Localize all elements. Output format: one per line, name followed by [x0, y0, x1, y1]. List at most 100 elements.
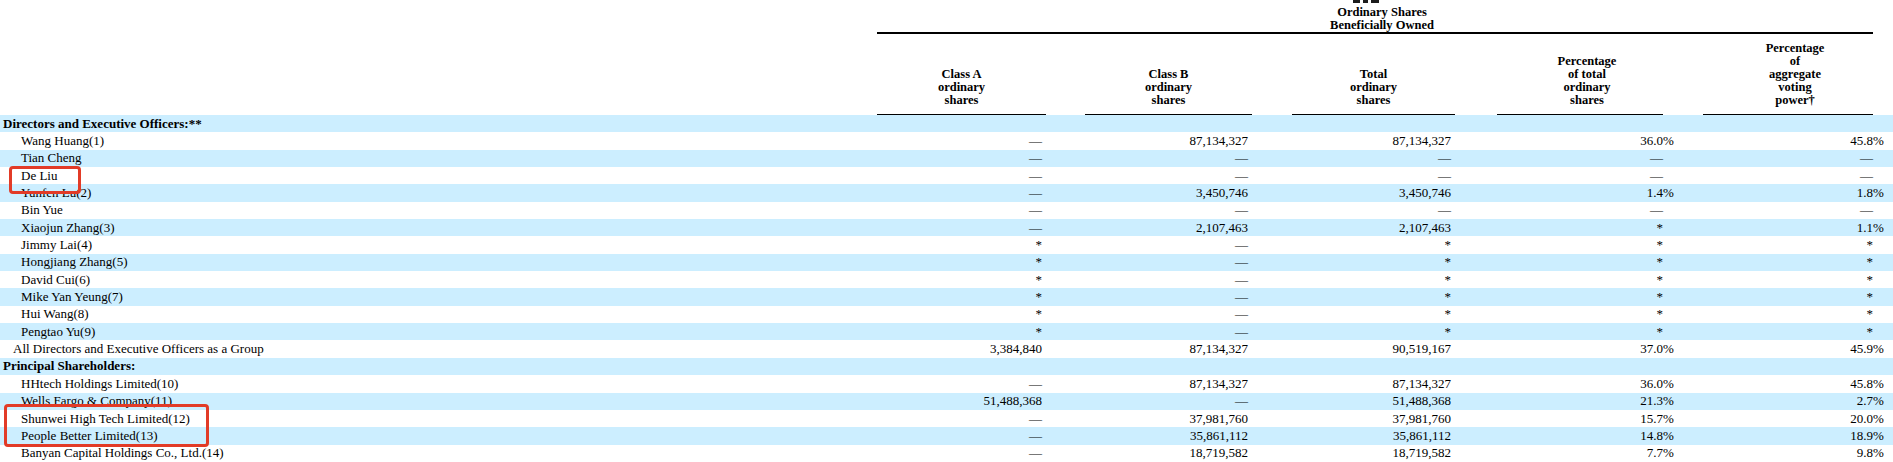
column-gap	[1455, 410, 1497, 427]
right-margin-blank	[1887, 184, 1893, 201]
column-gap	[1252, 306, 1292, 323]
column-gap	[1046, 358, 1085, 375]
column-gap	[1252, 427, 1292, 444]
right-margin-blank	[1887, 0, 1893, 34]
column-gap	[1677, 375, 1703, 392]
pct-total-ordinary-value: *	[1497, 254, 1677, 271]
column-gap	[1455, 202, 1497, 219]
total-shares-value: *	[1292, 323, 1455, 340]
total-shares-value: 90,519,167	[1292, 340, 1455, 357]
pct-total-ordinary-value: —	[1497, 150, 1677, 167]
pct-voting-power-value: *	[1703, 254, 1887, 271]
right-margin-blank	[1887, 323, 1893, 340]
column-gap	[1677, 202, 1703, 219]
pct-total-ordinary-value	[1497, 358, 1677, 375]
right-margin-blank	[1887, 358, 1893, 375]
column-gap	[1046, 219, 1085, 236]
class-a-shares-value: *	[877, 236, 1046, 253]
row-label: Yunfen Lu(2)	[0, 184, 877, 201]
pct-voting-power-value: 1.1%	[1703, 219, 1887, 236]
column-gap	[1046, 375, 1085, 392]
column-gap	[1677, 34, 1703, 115]
column-gap	[1252, 115, 1292, 132]
pct-voting-power-value: *	[1703, 323, 1887, 340]
column-gap	[1677, 184, 1703, 201]
pct-voting-power-value: *	[1703, 236, 1887, 253]
label-column-blank	[0, 0, 877, 34]
column-gap	[1455, 271, 1497, 288]
row-label: David Cui(6)	[0, 271, 877, 288]
cropped-text-artifact	[1353, 0, 1360, 3]
column-gap	[1252, 254, 1292, 271]
table-body: Directors and Executive Officers:** Wang…	[0, 115, 1893, 462]
column-gap	[1455, 219, 1497, 236]
row-label: Banyan Capital Holdings Co., Ltd.(14)	[0, 445, 877, 462]
col-header-pct-total: Percentage of total ordinary shares	[1497, 34, 1677, 115]
total-shares-value: —	[1292, 202, 1455, 219]
class-a-shares-value: —	[877, 375, 1046, 392]
column-gap	[1455, 340, 1497, 357]
total-shares-value: *	[1292, 236, 1455, 253]
column-gap	[1455, 306, 1497, 323]
total-shares-value: 3,450,746	[1292, 184, 1455, 201]
right-margin-blank	[1887, 236, 1893, 253]
cropped-text-artifact	[1363, 0, 1368, 3]
column-gap	[1677, 271, 1703, 288]
class-a-shares-value: 3,384,840	[877, 340, 1046, 357]
column-gap	[1677, 236, 1703, 253]
total-shares-value: 35,861,112	[1292, 427, 1455, 444]
column-gap	[1455, 184, 1497, 201]
column-gap	[1046, 34, 1085, 115]
table-row: Wang Huang(1) — 87,134,327 87,134,327 36…	[0, 132, 1893, 149]
column-gap	[1252, 167, 1292, 184]
pct-voting-power-value: 1.8%	[1703, 184, 1887, 201]
column-gap	[1455, 375, 1497, 392]
column-gap	[1046, 254, 1085, 271]
group-header-row: Ordinary Shares Beneficially Owned	[0, 0, 1893, 34]
table-row: Directors and Executive Officers:**	[0, 115, 1893, 132]
total-shares-value: 87,134,327	[1292, 375, 1455, 392]
column-gap	[1046, 393, 1085, 410]
class-b-shares-value: —	[1085, 271, 1252, 288]
col-header-class-b: Class B ordinary shares	[1085, 34, 1252, 115]
row-label: HHtech Holdings Limited(10)	[0, 375, 877, 392]
column-gap	[1677, 167, 1703, 184]
column-gap	[1252, 445, 1292, 462]
pct-voting-power-value: *	[1703, 271, 1887, 288]
right-margin-blank	[1887, 132, 1893, 149]
class-a-shares-value: —	[877, 202, 1046, 219]
column-gap	[1455, 393, 1497, 410]
row-label: Pengtao Yu(9)	[0, 323, 877, 340]
pct-voting-power-value: 45.8%	[1703, 132, 1887, 149]
class-b-shares-value: 3,450,746	[1085, 184, 1252, 201]
class-b-shares-value: —	[1085, 306, 1252, 323]
pct-voting-power-value: —	[1703, 167, 1887, 184]
column-gap	[1252, 358, 1292, 375]
pct-total-ordinary-value: 36.0%	[1497, 375, 1677, 392]
column-gap	[1677, 254, 1703, 271]
row-label: Hongjiang Zhang(5)	[0, 254, 877, 271]
right-margin-blank	[1887, 375, 1893, 392]
class-a-shares-value: —	[877, 410, 1046, 427]
row-label: Wells Fargo & Company(11)	[0, 393, 877, 410]
right-margin-blank	[1887, 150, 1893, 167]
table-row: David Cui(6) * — * * *	[0, 271, 1893, 288]
pct-total-ordinary-value: *	[1497, 288, 1677, 305]
column-gap	[1455, 323, 1497, 340]
column-gap	[1252, 340, 1292, 357]
class-b-shares-value: 35,861,112	[1085, 427, 1252, 444]
total-shares-value: —	[1292, 167, 1455, 184]
column-gap	[1252, 219, 1292, 236]
total-shares-value: *	[1292, 288, 1455, 305]
column-gap	[1677, 323, 1703, 340]
column-gap	[1046, 202, 1085, 219]
beneficial-ownership-table: Ordinary Shares Beneficially Owned Class…	[0, 0, 1893, 462]
pct-voting-power-value: 2.7%	[1703, 393, 1887, 410]
class-b-shares-value: 87,134,327	[1085, 340, 1252, 357]
class-a-shares-value: *	[877, 306, 1046, 323]
total-shares-value: 87,134,327	[1292, 132, 1455, 149]
pct-total-ordinary-value: —	[1497, 167, 1677, 184]
column-gap	[1046, 115, 1085, 132]
column-gap	[1252, 132, 1292, 149]
class-b-shares-value	[1085, 115, 1252, 132]
